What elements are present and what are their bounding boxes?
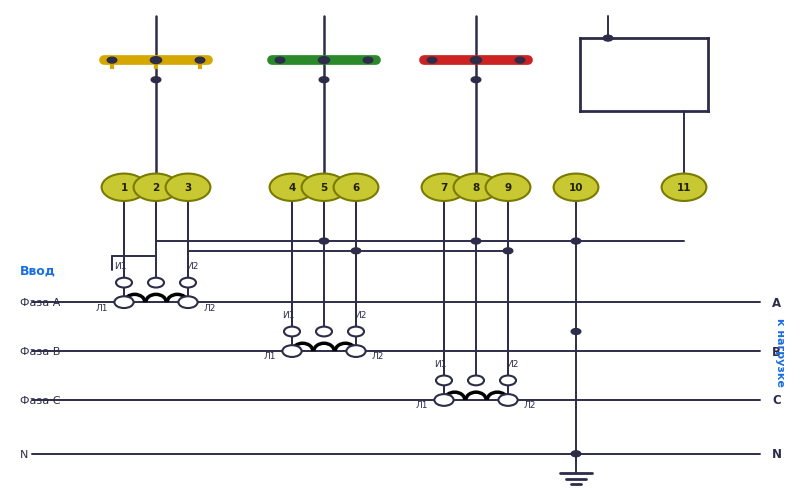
- Text: Л2: Л2: [204, 303, 216, 312]
- Circle shape: [319, 78, 329, 83]
- Circle shape: [116, 278, 132, 288]
- Text: 4: 4: [288, 183, 296, 193]
- Circle shape: [284, 327, 300, 337]
- Text: Л2: Л2: [524, 401, 536, 409]
- Text: Фаза C: Фаза C: [20, 395, 61, 405]
- Circle shape: [436, 376, 452, 386]
- Text: 6: 6: [352, 183, 360, 193]
- Text: 2: 2: [152, 183, 160, 193]
- Circle shape: [498, 394, 518, 406]
- Circle shape: [151, 78, 161, 83]
- Circle shape: [351, 248, 361, 254]
- Circle shape: [134, 174, 178, 202]
- Text: 1: 1: [120, 183, 128, 193]
- Circle shape: [571, 239, 581, 244]
- Text: Л2: Л2: [372, 352, 384, 361]
- Text: И1: И1: [434, 360, 446, 368]
- Circle shape: [318, 58, 330, 64]
- Text: 5: 5: [320, 183, 328, 193]
- Circle shape: [348, 327, 364, 337]
- Text: Л1: Л1: [95, 303, 108, 312]
- Text: N: N: [20, 449, 28, 459]
- Circle shape: [334, 174, 378, 202]
- Circle shape: [662, 174, 706, 202]
- Circle shape: [346, 346, 366, 357]
- Text: И1: И1: [114, 262, 126, 271]
- Circle shape: [270, 174, 314, 202]
- Text: Ввод: Ввод: [20, 264, 56, 277]
- Text: Фаза A: Фаза A: [20, 298, 60, 307]
- Circle shape: [471, 239, 481, 244]
- Circle shape: [427, 58, 437, 64]
- Circle shape: [422, 174, 466, 202]
- Text: N: N: [772, 447, 782, 460]
- Text: A: A: [772, 296, 781, 309]
- Circle shape: [282, 346, 302, 357]
- Text: 8: 8: [472, 183, 480, 193]
- Circle shape: [571, 451, 581, 457]
- Circle shape: [150, 58, 162, 64]
- Circle shape: [114, 297, 134, 308]
- Text: 3: 3: [184, 183, 192, 193]
- Text: Фаза B: Фаза B: [20, 346, 60, 356]
- Circle shape: [486, 174, 530, 202]
- Text: Л1: Л1: [415, 401, 428, 409]
- Circle shape: [166, 174, 210, 202]
- Text: B: B: [772, 345, 781, 358]
- Circle shape: [302, 174, 346, 202]
- Circle shape: [554, 174, 598, 202]
- Text: И2: И2: [354, 311, 366, 320]
- Circle shape: [316, 327, 332, 337]
- Circle shape: [195, 58, 205, 64]
- Circle shape: [500, 376, 516, 386]
- Circle shape: [468, 376, 484, 386]
- Circle shape: [363, 58, 373, 64]
- Circle shape: [454, 174, 498, 202]
- Circle shape: [603, 36, 613, 42]
- Text: И1: И1: [282, 311, 294, 320]
- Circle shape: [471, 78, 481, 83]
- Circle shape: [178, 297, 198, 308]
- Circle shape: [107, 58, 117, 64]
- Text: 11: 11: [677, 183, 691, 193]
- Text: C: C: [772, 394, 781, 407]
- Circle shape: [434, 394, 454, 406]
- Text: Л1: Л1: [263, 352, 276, 361]
- Circle shape: [102, 174, 146, 202]
- Circle shape: [180, 278, 196, 288]
- Text: к нагрузке: к нагрузке: [775, 317, 785, 386]
- Text: И2: И2: [186, 262, 198, 271]
- Circle shape: [515, 58, 525, 64]
- Circle shape: [148, 278, 164, 288]
- Text: 10: 10: [569, 183, 583, 193]
- Text: И2: И2: [506, 360, 518, 368]
- Text: 9: 9: [505, 183, 511, 193]
- Circle shape: [319, 239, 329, 244]
- Circle shape: [571, 329, 581, 335]
- Circle shape: [470, 58, 482, 64]
- Circle shape: [503, 248, 513, 254]
- Circle shape: [275, 58, 285, 64]
- Text: 7: 7: [440, 183, 448, 193]
